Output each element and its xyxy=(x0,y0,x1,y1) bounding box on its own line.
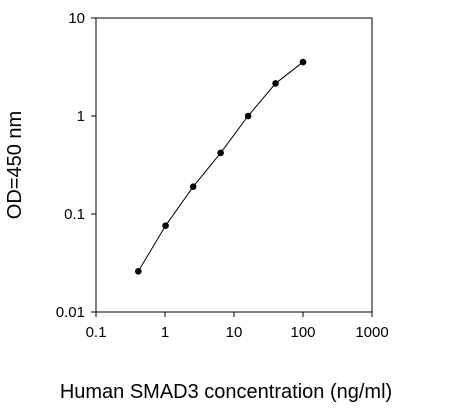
x-tick-label: 0.1 xyxy=(86,324,107,341)
x-axis-ticks xyxy=(95,312,373,317)
series-layer xyxy=(134,58,307,275)
x-axis-title: Human SMAD3 concentration (ng/ml) xyxy=(60,381,392,403)
y-axis-title: OD=450 nm xyxy=(4,111,26,219)
series-line xyxy=(137,61,304,272)
plot-area-frame xyxy=(95,17,373,313)
y-tick-label: 1 xyxy=(77,108,85,125)
data-point xyxy=(244,112,252,120)
y-tick-label: 10 xyxy=(68,10,85,27)
x-axis-tick-labels: 0.1 1 10 100 1000 xyxy=(86,324,389,341)
data-point xyxy=(189,183,197,190)
data-point xyxy=(299,58,307,66)
y-axis-tick-labels: 0.01 0.1 1 10 xyxy=(56,10,85,321)
y-tick-label: 0.1 xyxy=(64,206,85,223)
y-axis-ticks xyxy=(91,17,96,313)
x-tick-label: 10 xyxy=(226,324,243,341)
data-point xyxy=(134,268,142,275)
data-point xyxy=(162,222,169,229)
data-point xyxy=(217,149,224,157)
x-tick-label: 1000 xyxy=(355,324,388,341)
y-tick-label: 0.01 xyxy=(56,304,85,321)
data-point xyxy=(272,80,279,87)
x-tick-label: 1 xyxy=(161,324,169,341)
x-tick-label: 100 xyxy=(290,324,315,341)
